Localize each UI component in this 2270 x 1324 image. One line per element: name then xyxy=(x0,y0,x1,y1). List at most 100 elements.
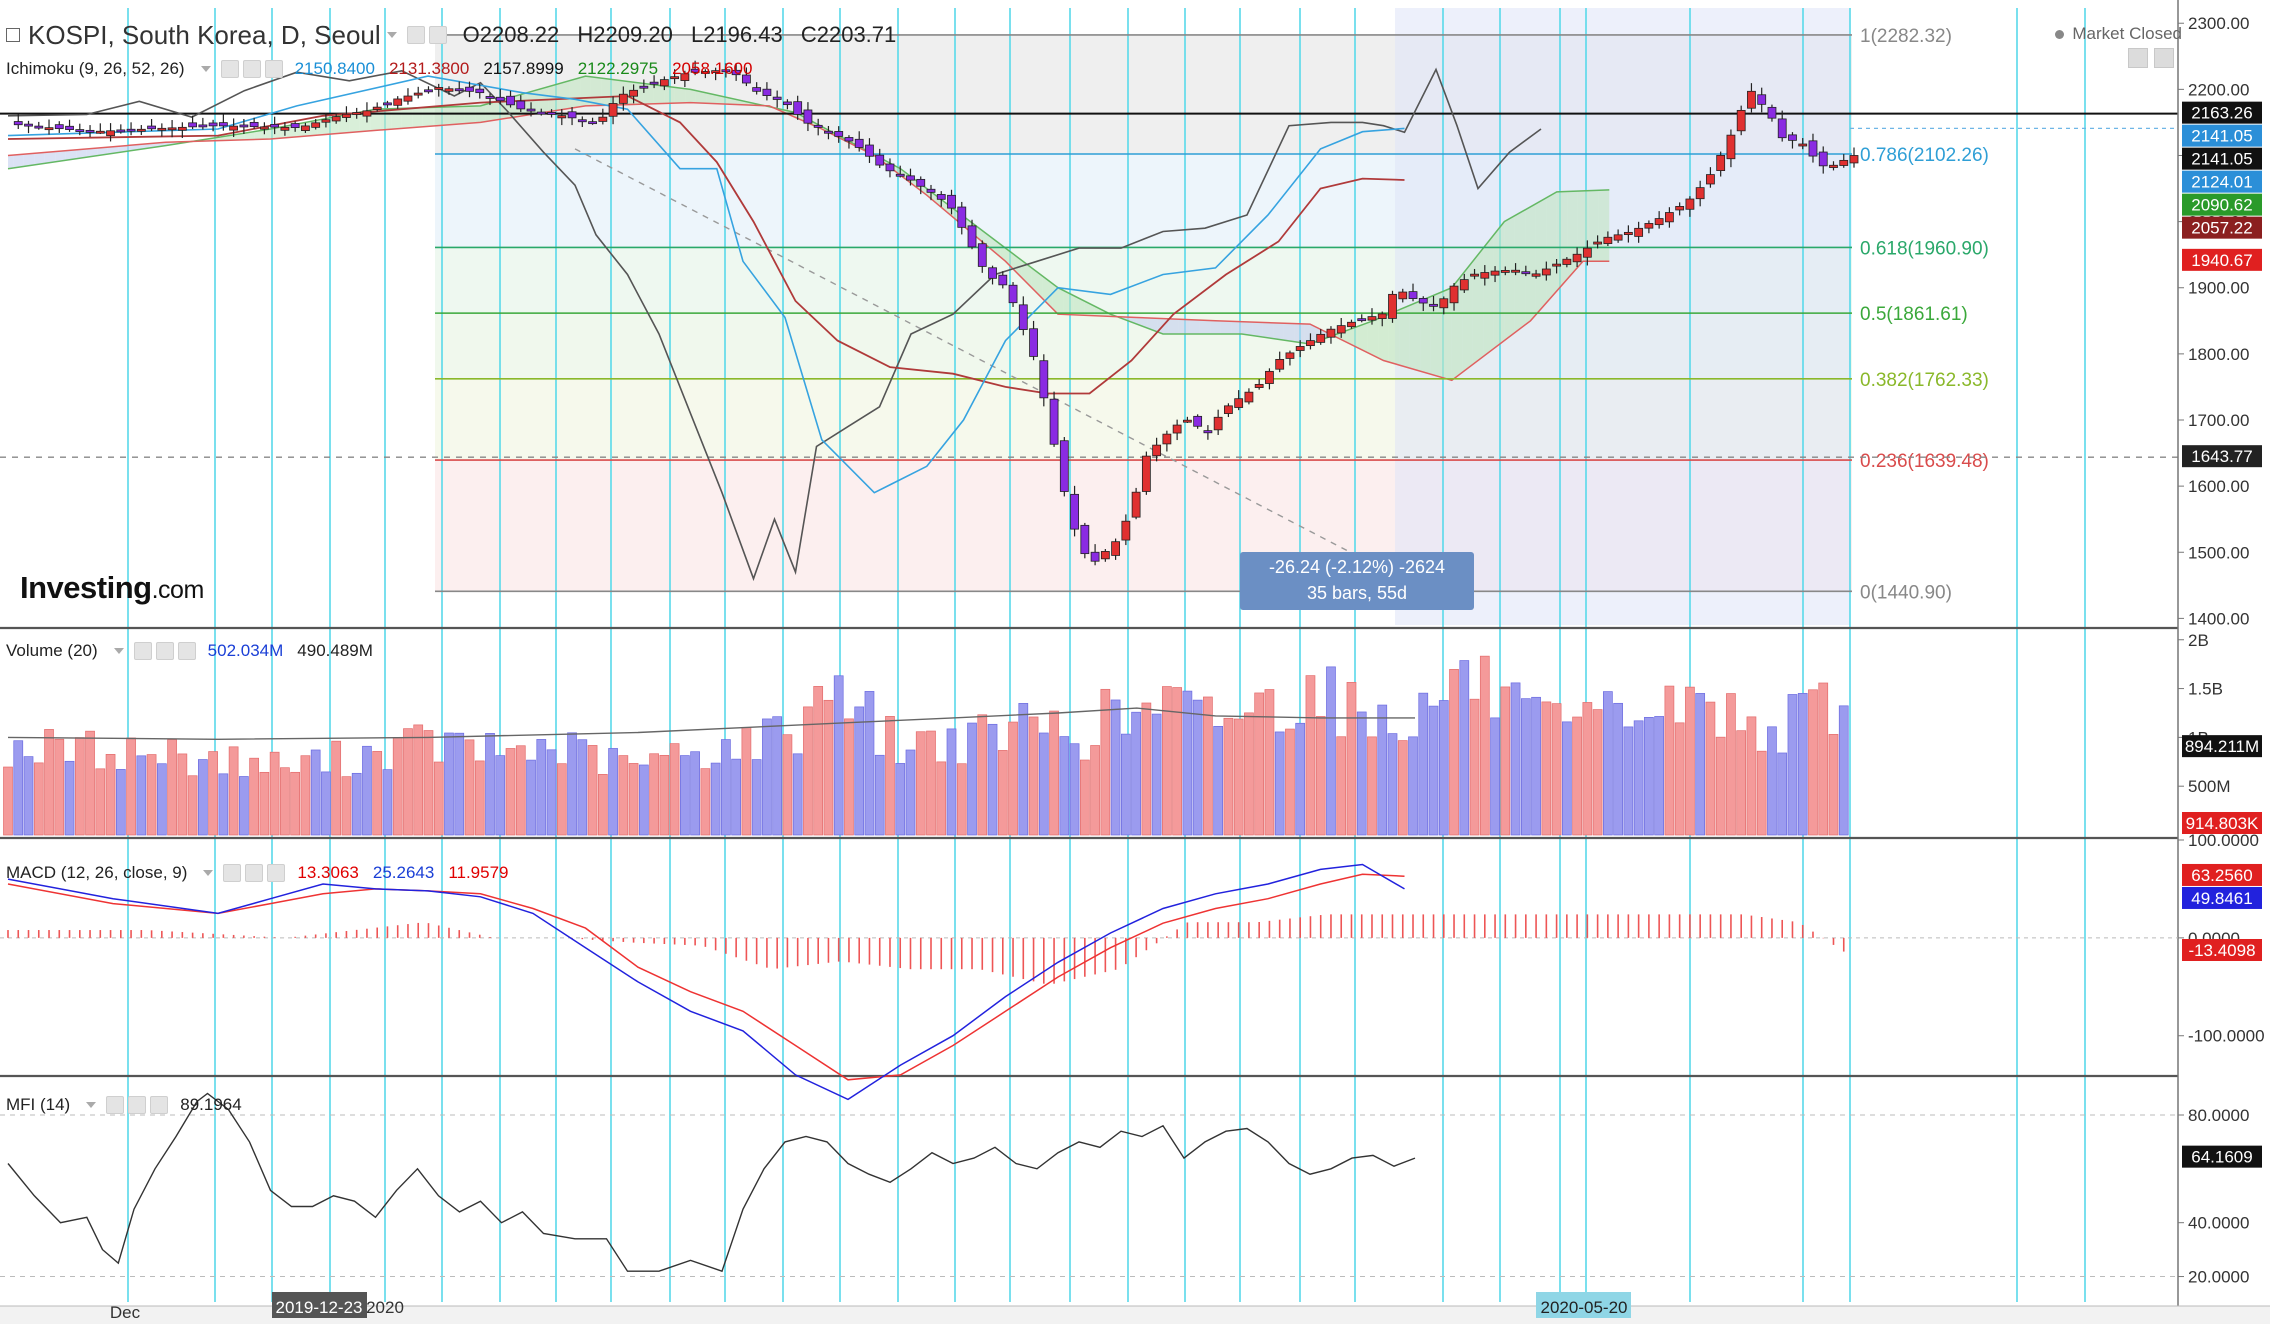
ichimoku-cloud-segment xyxy=(921,184,927,196)
ichimoku-cloud-segment xyxy=(239,133,245,140)
close-icon[interactable] xyxy=(267,864,286,882)
download-icon[interactable] xyxy=(2128,48,2148,68)
candle-body xyxy=(1685,198,1695,210)
price-badge-bg xyxy=(2182,193,2262,216)
ichimoku-cloud-segment xyxy=(307,121,313,136)
gear-icon[interactable] xyxy=(128,1096,147,1114)
volume-bar xyxy=(844,718,854,836)
volume-bar xyxy=(74,737,85,836)
volume-bar xyxy=(464,739,475,836)
candle-body xyxy=(1152,444,1162,457)
mfi-tick-label: 80.0000 xyxy=(2188,1106,2249,1125)
volume-bar xyxy=(136,755,147,836)
chevron-down-icon[interactable] xyxy=(113,648,124,654)
close-icon[interactable] xyxy=(177,642,196,660)
ichimoku-cloud-segment xyxy=(1346,328,1352,345)
candle-body xyxy=(259,126,269,130)
legend-controls[interactable] xyxy=(406,26,447,44)
candle-body xyxy=(1562,258,1572,265)
eye-icon[interactable] xyxy=(223,864,242,882)
ichimoku-cloud-segment xyxy=(438,107,444,126)
volume-bar xyxy=(638,764,649,836)
volume-bar xyxy=(792,753,803,836)
gear-icon[interactable] xyxy=(428,26,447,44)
collapse-icon[interactable] xyxy=(6,28,20,42)
candle-body xyxy=(434,87,444,90)
candle-body xyxy=(1100,551,1110,560)
ichimoku-cloud-segment xyxy=(1451,281,1457,381)
volume-bar xyxy=(1520,698,1531,836)
chevron-down-icon[interactable] xyxy=(200,66,211,72)
ichimoku-cloud-segment xyxy=(1026,263,1032,288)
ichimoku-cloud-segment xyxy=(1404,305,1410,369)
candle-body xyxy=(383,102,392,106)
chevron-down-icon[interactable] xyxy=(86,1102,97,1108)
ichimoku-cloud-segment xyxy=(580,76,586,107)
volume-bar xyxy=(239,776,249,836)
upload-icon[interactable] xyxy=(2154,48,2174,68)
candle-body xyxy=(1839,159,1849,166)
eye-icon[interactable] xyxy=(133,642,152,660)
price-badge-bg xyxy=(2182,124,2262,147)
eye-icon[interactable] xyxy=(106,1096,125,1114)
volume-bar xyxy=(1797,693,1808,836)
chevron-down-icon[interactable] xyxy=(386,32,397,38)
ichimoku-cloud-segment xyxy=(102,147,108,155)
volume-bar xyxy=(1326,666,1336,836)
ichimoku-cloud-segment xyxy=(1073,295,1079,316)
ichimoku-cloud-segment xyxy=(1598,190,1604,262)
ichimoku-cloud-segment xyxy=(1063,290,1069,315)
gear-icon[interactable] xyxy=(245,864,264,882)
close-icon[interactable] xyxy=(264,60,283,78)
ichimoku-cloud-segment xyxy=(1084,300,1090,316)
volume-bar xyxy=(1479,655,1490,836)
eye-icon[interactable] xyxy=(220,60,239,78)
ichimoku-cloud-segment xyxy=(606,78,612,106)
volume-ma-line xyxy=(7,707,1415,741)
gear-icon[interactable] xyxy=(242,60,261,78)
candle-body xyxy=(1141,455,1151,492)
legend-controls[interactable] xyxy=(223,864,286,882)
candle-body xyxy=(126,128,136,132)
candle-body xyxy=(834,131,844,137)
chevron-down-icon[interactable] xyxy=(203,870,214,876)
ichimoku-cloud-segment xyxy=(412,107,418,128)
macd-badge-bg xyxy=(2182,886,2262,909)
close-icon[interactable] xyxy=(150,1096,169,1114)
ichimoku-cloud-segment xyxy=(1205,320,1211,335)
senkou-span-b-line xyxy=(7,101,1610,382)
volume-bar xyxy=(1510,682,1521,836)
candle-body xyxy=(1070,493,1079,530)
candle-body xyxy=(588,121,597,125)
candle-body xyxy=(13,121,23,126)
legend-controls[interactable] xyxy=(220,60,283,78)
price-badge: 1940.67 xyxy=(2191,251,2252,270)
candle-body xyxy=(1726,134,1736,160)
gear-icon[interactable] xyxy=(155,642,174,660)
price-badge: 2141.05 xyxy=(2191,127,2252,146)
volume-bar xyxy=(495,755,506,836)
ichimoku-cloud-segment xyxy=(1388,311,1394,364)
candle-body xyxy=(1695,187,1705,200)
volume-badge: 914.803K xyxy=(2186,814,2259,833)
candle-body xyxy=(875,154,885,166)
volume-bar xyxy=(95,768,106,836)
candle-body xyxy=(403,95,413,102)
ichimoku-cloud-segment xyxy=(695,90,701,104)
legend-controls[interactable] xyxy=(133,642,196,660)
candle-body xyxy=(1552,263,1561,267)
volume-bar xyxy=(33,762,44,836)
volume-legend: Volume (20) 502.034M 490.489M xyxy=(6,638,387,664)
ichimoku-cloud-segment xyxy=(1425,296,1431,375)
ichimoku-cloud-segment xyxy=(1430,294,1436,376)
measure-duration: 35 bars, 55d xyxy=(1306,583,1408,603)
volume-bar xyxy=(700,768,711,836)
candle-body xyxy=(1665,212,1674,223)
macd-tick-label: -100.0000 xyxy=(2188,1027,2265,1046)
mfi-value: 89.1964 xyxy=(180,1095,242,1114)
eye-icon[interactable] xyxy=(406,26,425,44)
legend-controls[interactable] xyxy=(106,1096,169,1114)
volume-bar xyxy=(1561,721,1572,836)
